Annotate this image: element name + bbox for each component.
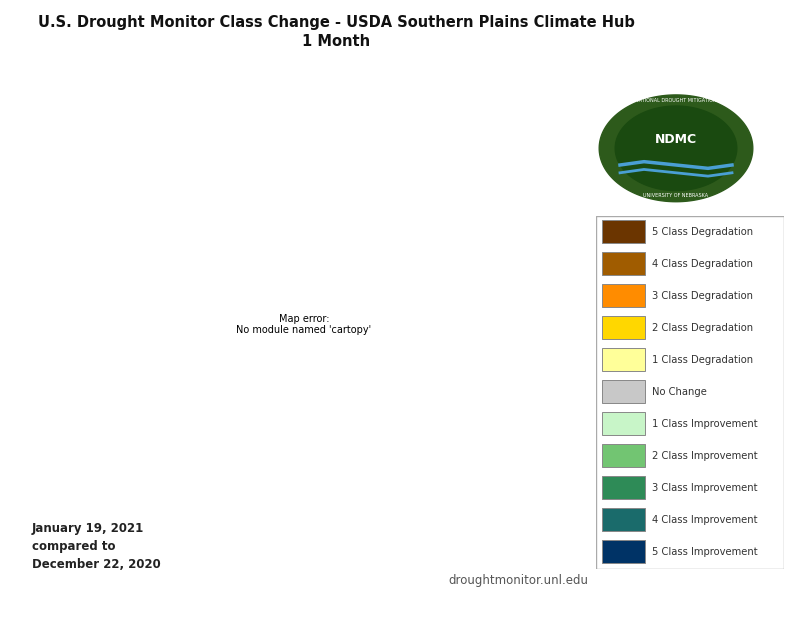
- FancyBboxPatch shape: [602, 220, 645, 243]
- Text: droughtmonitor.unl.edu: droughtmonitor.unl.edu: [448, 574, 588, 586]
- Text: No Change: No Change: [653, 387, 707, 397]
- Text: 1 Class Degradation: 1 Class Degradation: [653, 355, 754, 365]
- Text: 4 Class Degradation: 4 Class Degradation: [653, 259, 754, 269]
- Text: 2 Class Improvement: 2 Class Improvement: [653, 451, 758, 461]
- FancyBboxPatch shape: [602, 284, 645, 307]
- Text: 1 Class Improvement: 1 Class Improvement: [653, 419, 758, 429]
- Text: NATIONAL DROUGHT MITIGATION: NATIONAL DROUGHT MITIGATION: [635, 98, 717, 103]
- FancyBboxPatch shape: [602, 540, 645, 563]
- Polygon shape: [615, 106, 737, 190]
- Polygon shape: [599, 95, 753, 201]
- FancyBboxPatch shape: [602, 316, 645, 339]
- FancyBboxPatch shape: [602, 476, 645, 499]
- Text: 3 Class Improvement: 3 Class Improvement: [653, 483, 758, 493]
- FancyBboxPatch shape: [602, 348, 645, 371]
- Text: 3 Class Degradation: 3 Class Degradation: [653, 291, 754, 301]
- Text: 1 Month: 1 Month: [302, 34, 370, 49]
- Text: January 19, 2021
compared to
December 22, 2020: January 19, 2021 compared to December 22…: [32, 522, 161, 571]
- Text: Map error:
No module named 'cartopy': Map error: No module named 'cartopy': [237, 314, 371, 335]
- Text: 2 Class Degradation: 2 Class Degradation: [653, 323, 754, 333]
- Text: 5 Class Degradation: 5 Class Degradation: [653, 227, 754, 237]
- Text: NDMC: NDMC: [655, 133, 697, 146]
- Text: U.S. Drought Monitor Class Change - USDA Southern Plains Climate Hub: U.S. Drought Monitor Class Change - USDA…: [38, 15, 634, 30]
- FancyBboxPatch shape: [602, 444, 645, 467]
- FancyBboxPatch shape: [602, 380, 645, 403]
- Text: 5 Class Improvement: 5 Class Improvement: [653, 547, 758, 557]
- Text: UNIVERSITY OF NEBRASKA: UNIVERSITY OF NEBRASKA: [643, 193, 709, 198]
- Text: 4 Class Improvement: 4 Class Improvement: [653, 515, 758, 525]
- FancyBboxPatch shape: [602, 252, 645, 275]
- FancyBboxPatch shape: [602, 508, 645, 531]
- FancyBboxPatch shape: [602, 412, 645, 435]
